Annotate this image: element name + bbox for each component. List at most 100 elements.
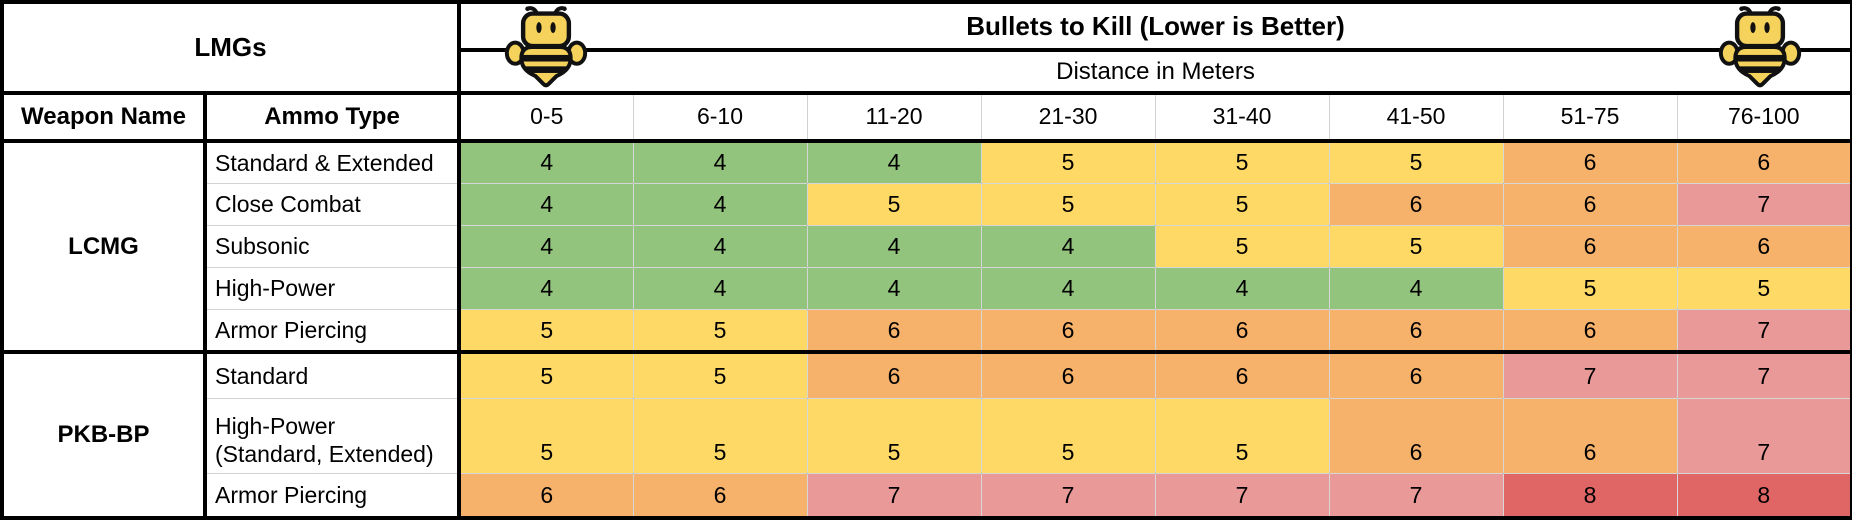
- btk-cell: 6: [1502, 397, 1678, 475]
- weapon-name-header: Weapon Name: [1, 90, 207, 144]
- btk-cell: 6: [1502, 182, 1678, 226]
- btk-cell: 7: [1676, 182, 1852, 226]
- btk-cell: 5: [1154, 224, 1330, 269]
- bee-icon: [502, 4, 590, 90]
- btk-cell: 5: [458, 397, 634, 475]
- btk-cell: 5: [1502, 267, 1678, 311]
- btk-cell: 5: [1328, 224, 1504, 269]
- btk-cell: 6: [1328, 309, 1504, 355]
- ammo-type-cell: High-Power: [204, 267, 462, 311]
- btk-cell: 5: [1676, 267, 1852, 311]
- btk-cell: 5: [632, 309, 808, 355]
- btk-cell: 4: [980, 224, 1156, 269]
- btk-cell: 6: [1502, 224, 1678, 269]
- btk-cell: 5: [632, 397, 808, 475]
- btk-cell: 6: [1328, 182, 1504, 226]
- table-row: Distance in Meters: [2, 49, 1852, 95]
- btk-cell: 4: [458, 182, 634, 226]
- btk-cell: 5: [1154, 397, 1330, 475]
- table-row: Subsonic 4 4 4 4 5 5 6 6: [2, 224, 1852, 269]
- weapon-name-cell: LCMG: [1, 140, 207, 355]
- btk-cell: 4: [1328, 267, 1504, 311]
- btk-cell: 7: [1676, 350, 1852, 399]
- btk-cell: 6: [806, 350, 982, 399]
- btk-cell: 6: [980, 309, 1156, 355]
- table-row: High-Power (Standard, Extended) 5 5 5 5 …: [2, 397, 1852, 475]
- ammo-type-cell: Close Combat: [204, 182, 462, 226]
- btk-cell: 7: [1502, 350, 1678, 399]
- distance-header: 6-10: [632, 90, 808, 144]
- btk-cell: 7: [1328, 473, 1504, 519]
- table-row: Armor Piercing 6 6 7 7 7 7 8 8: [2, 473, 1852, 519]
- distance-header: 51-75: [1502, 90, 1678, 144]
- weapon-name-cell: PKB-BP: [1, 350, 207, 520]
- btk-cell: 7: [1676, 397, 1852, 475]
- btk-cell: 4: [632, 267, 808, 311]
- btk-cell: 5: [632, 350, 808, 399]
- btk-cell: 4: [632, 140, 808, 184]
- btk-cell: 5: [980, 182, 1156, 226]
- ammo-type-header: Ammo Type: [204, 90, 462, 144]
- distance-header: 76-100: [1676, 90, 1852, 144]
- btk-cell: 4: [806, 140, 982, 184]
- table-row: LMGs Bullets to Kill (Lower is Better): [1, 1, 1852, 95]
- distance-header: 21-30: [980, 90, 1156, 144]
- btk-cell: 6: [1328, 397, 1504, 475]
- btk-cell: 7: [1154, 473, 1330, 519]
- btk-cell: 6: [1502, 309, 1678, 355]
- btk-cell: 5: [1154, 140, 1330, 184]
- btk-cell: 4: [1154, 267, 1330, 311]
- btk-cell: 6: [980, 350, 1156, 399]
- distance-header: 0-5: [458, 90, 634, 144]
- btk-cell: 5: [806, 397, 982, 475]
- bee-icon: [1716, 4, 1804, 90]
- ammo-type-cell: High-Power (Standard, Extended): [204, 397, 462, 475]
- table-subtitle: Distance in Meters: [458, 49, 1852, 95]
- table-row: LCMG Standard & Extended 4 4 4 5 5 5 6 6: [1, 140, 1852, 355]
- table-row: PKB-BP Standard 5 5 6 6 6 6 7 7: [1, 350, 1852, 520]
- btk-cell: 4: [632, 224, 808, 269]
- ammo-type-cell: Standard: [204, 350, 462, 399]
- btk-cell: 4: [458, 267, 634, 311]
- btk-cell: 6: [1154, 350, 1330, 399]
- distance-header: 41-50: [1328, 90, 1504, 144]
- table-title: Bullets to Kill (Lower is Better): [458, 1, 1852, 53]
- btk-cell: 4: [806, 224, 982, 269]
- table-row: Close Combat 4 4 5 5 5 6 6 7: [2, 182, 1852, 226]
- btk-cell: 8: [1502, 473, 1678, 519]
- btk-cell: 4: [632, 182, 808, 226]
- btk-cell: 4: [458, 224, 634, 269]
- btk-cell: 5: [806, 182, 982, 226]
- btk-cell: 7: [806, 473, 982, 519]
- btk-cell: 4: [980, 267, 1156, 311]
- btk-cell: 5: [458, 350, 634, 399]
- btk-cell: 5: [458, 309, 634, 355]
- group-title-cell: LMGs: [1, 1, 462, 95]
- distance-header: 11-20: [806, 90, 982, 144]
- btk-cell: 7: [1676, 309, 1852, 355]
- btk-cell: 5: [1328, 140, 1504, 184]
- ammo-type-cell: Armor Piercing: [204, 309, 462, 355]
- table-row: High-Power 4 4 4 4 4 4 5 5: [2, 267, 1852, 311]
- ammo-type-cell: Standard & Extended: [204, 140, 462, 184]
- btk-cell: 6: [458, 473, 634, 519]
- btk-cell: 5: [980, 140, 1156, 184]
- btk-cell: 6: [806, 309, 982, 355]
- table-header-row: Weapon Name Ammo Type 0-5 6-10 11-20 21-…: [1, 90, 1852, 144]
- btk-cell: 7: [980, 473, 1156, 519]
- btk-cell: 6: [1676, 140, 1852, 184]
- btk-cell: 6: [632, 473, 808, 519]
- btk-cell: 6: [1328, 350, 1504, 399]
- ammo-type-cell: Subsonic: [204, 224, 462, 269]
- btk-cell: 8: [1676, 473, 1852, 519]
- ammo-type-cell: Armor Piercing: [204, 473, 462, 519]
- table-row: Armor Piercing 5 5 6 6 6 6 6 7: [2, 309, 1852, 355]
- btk-cell: 4: [806, 267, 982, 311]
- btk-cell: 6: [1154, 309, 1330, 355]
- btk-cell: 5: [980, 397, 1156, 475]
- btk-cell: 5: [1154, 182, 1330, 226]
- btk-cell: 4: [458, 140, 634, 184]
- btk-cell: 6: [1502, 140, 1678, 184]
